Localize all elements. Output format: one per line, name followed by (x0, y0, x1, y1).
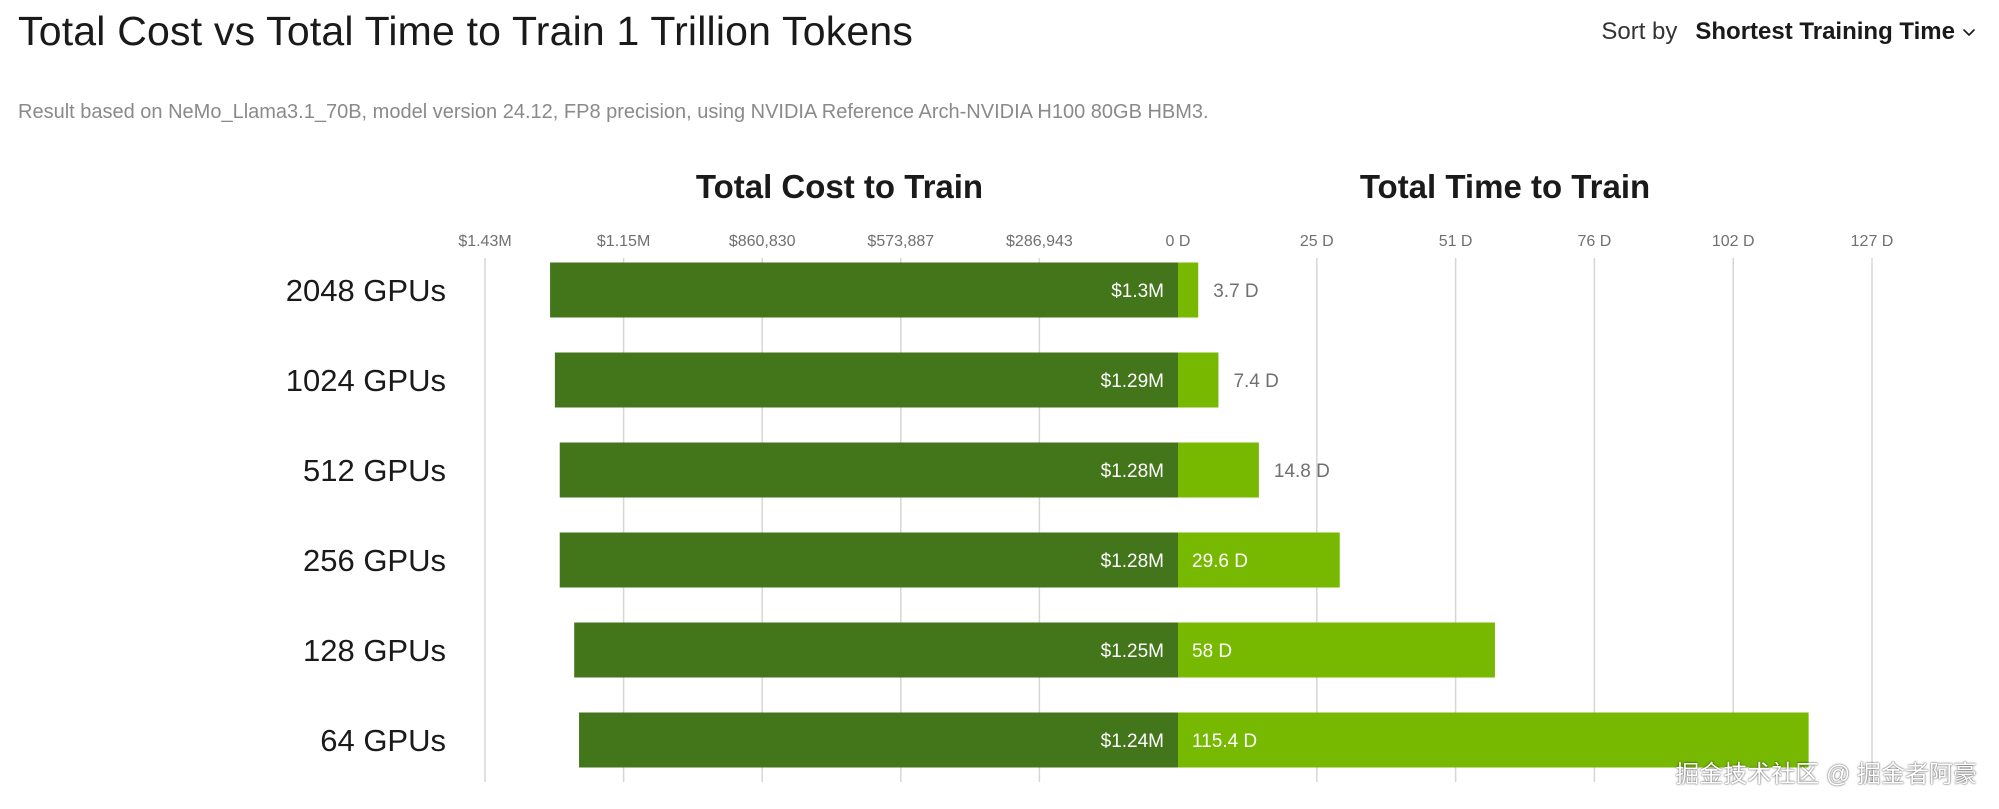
category-label: 512 GPUs (303, 453, 446, 488)
panel-title-time: Total Time to Train (1360, 168, 1650, 205)
bar-value-label-time: 115.4 D (1192, 731, 1257, 752)
tick-label-time: 76 D (1578, 233, 1612, 250)
bar-total-time (1178, 532, 1340, 588)
category-label: 256 GPUs (303, 543, 446, 578)
sort-value: Shortest Training Time (1695, 18, 1955, 45)
watermark: 掘金技术社区 @ 掘金者阿豪 (1675, 761, 1977, 788)
bar-value-label-cost: $1.28M (1101, 551, 1164, 572)
category-label: 2048 GPUs (286, 273, 446, 308)
chart-subtitle: Result based on NeMo_Llama3.1_70B, model… (18, 101, 1209, 123)
category-label: 128 GPUs (303, 633, 446, 668)
tick-label-cost: $1.15M (597, 233, 650, 250)
bar-total-time (1178, 352, 1219, 408)
bar-total-cost (554, 352, 1178, 408)
sort-label: Sort by (1601, 18, 1678, 45)
tick-label-time: 25 D (1300, 233, 1334, 250)
bar-value-label-time: 14.8 D (1274, 461, 1330, 482)
bar-value-label-cost: $1.29M (1101, 371, 1164, 392)
tick-label-cost: $860,830 (729, 233, 796, 250)
bar-total-cost (579, 712, 1178, 768)
bar-value-label-cost: $1.3M (1111, 281, 1164, 302)
bar-value-label-time: 3.7 D (1213, 281, 1258, 302)
tick-label-time: 127 D (1851, 233, 1894, 250)
category-label: 1024 GPUs (286, 363, 446, 398)
category-label: 64 GPUs (320, 723, 446, 758)
bar-value-label-cost: $1.24M (1101, 731, 1164, 752)
bar-value-label-cost: $1.25M (1101, 641, 1164, 662)
sort-dropdown[interactable]: Shortest Training Time (1695, 18, 1977, 46)
bar-total-time (1178, 262, 1199, 318)
panel-title-cost: Total Cost to Train (696, 168, 983, 205)
sort-control: Sort by Shortest Training Time (1601, 18, 1977, 46)
bar-total-cost (559, 532, 1178, 588)
bar-value-label-time: 7.4 D (1233, 371, 1278, 392)
bar-total-time (1178, 442, 1259, 498)
tick-label-cost: $573,887 (867, 233, 934, 250)
tick-label-cost: $286,943 (1006, 233, 1073, 250)
bar-value-label-time: 29.6 D (1192, 551, 1248, 572)
tick-label-time: 102 D (1712, 233, 1755, 250)
bar-total-cost (559, 442, 1178, 498)
tick-label-cost: $1.43M (458, 233, 511, 250)
bar-total-cost (574, 622, 1178, 678)
bar-total-time (1178, 622, 1495, 678)
bar-value-label-time: 58 D (1192, 641, 1232, 662)
bar-total-cost (550, 262, 1178, 318)
bar-value-label-cost: $1.28M (1101, 461, 1164, 482)
tick-label-time: 51 D (1439, 233, 1473, 250)
bar-total-time (1178, 712, 1809, 768)
tick-label-cost: 0 D (1166, 233, 1191, 250)
chevron-down-icon (1963, 29, 1975, 36)
page-title: Total Cost vs Total Time to Train 1 Tril… (18, 8, 914, 54)
